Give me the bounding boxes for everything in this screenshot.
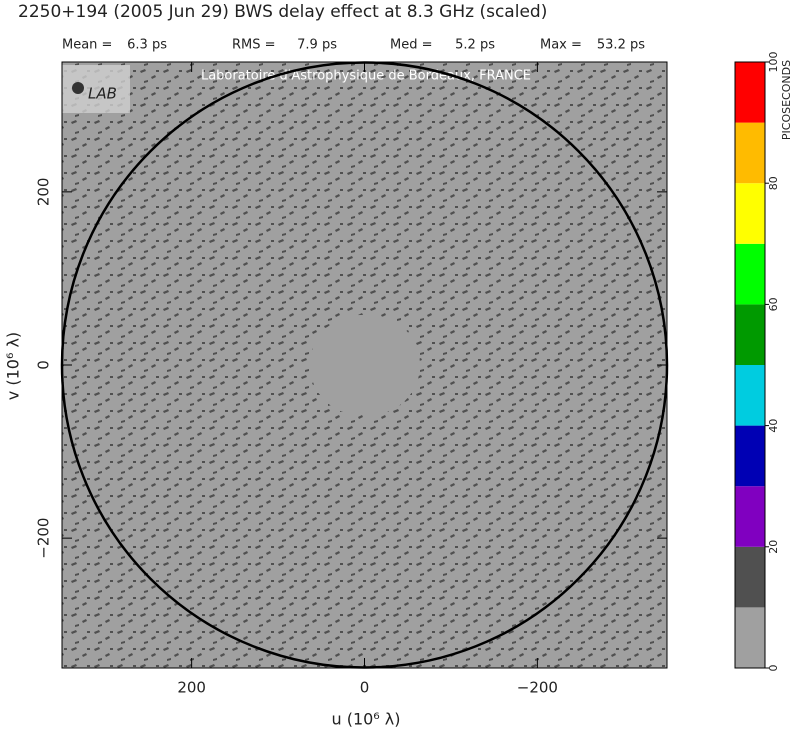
colorbar-frame <box>734 61 766 669</box>
stat-label: Max = <box>540 38 582 53</box>
colorbar-bin <box>735 486 765 547</box>
x-tick-label: 0 <box>360 679 370 697</box>
colorbar-bin <box>735 122 765 184</box>
chart-title: 2250+194 (2005 Jun 29) BWS delay effect … <box>18 2 547 22</box>
x-axis-label: u (10⁶ λ) <box>331 710 400 729</box>
colorbar-tick-label: 40 <box>767 419 780 433</box>
colorbar-bin <box>735 243 765 305</box>
y-tick-label: 0 <box>35 360 53 370</box>
y-tick-label: −200 <box>35 518 53 559</box>
colorbar-tick-label: 60 <box>767 297 780 311</box>
colorbar-bin <box>735 304 765 365</box>
stat-label: RMS = <box>232 38 276 53</box>
colorbar-bin <box>735 183 765 244</box>
stat-value: 5.2 ps <box>455 38 495 53</box>
y-axis-label: v (10⁶ λ) <box>4 332 23 400</box>
map-center <box>310 315 420 415</box>
stat-label: Med = <box>390 38 433 53</box>
stat-label: Mean = <box>62 38 112 53</box>
x-tick-label: −200 <box>517 679 558 697</box>
plot-area: LAB Laboratoire d'Astrophysique de Borde… <box>62 62 667 668</box>
colorbar-bin <box>735 546 765 608</box>
stat-value: 7.9 ps <box>297 38 337 53</box>
x-tick-label: 200 <box>177 679 206 697</box>
colorbar-bin <box>735 607 765 668</box>
colorbar-bin <box>735 62 765 123</box>
colorbar-tick-label: 20 <box>767 540 780 554</box>
colorbar-tick-label: 100 <box>767 52 780 73</box>
colorbar-tick-label: 0 <box>767 665 780 672</box>
logo: LAB <box>88 85 117 103</box>
colorbar-tick-label: 80 <box>767 176 780 190</box>
logo-dot <box>72 82 84 94</box>
watermark: Laboratoire d'Astrophysique de Bordeaux,… <box>201 69 531 84</box>
colorbar-bin <box>735 425 765 487</box>
stat-value: 53.2 ps <box>597 38 645 53</box>
stat-value: 6.3 ps <box>127 38 167 53</box>
colorbar-bin <box>735 365 765 426</box>
y-tick-label: 200 <box>35 178 53 207</box>
colorbar-label: PICOSECONDS <box>780 60 792 140</box>
